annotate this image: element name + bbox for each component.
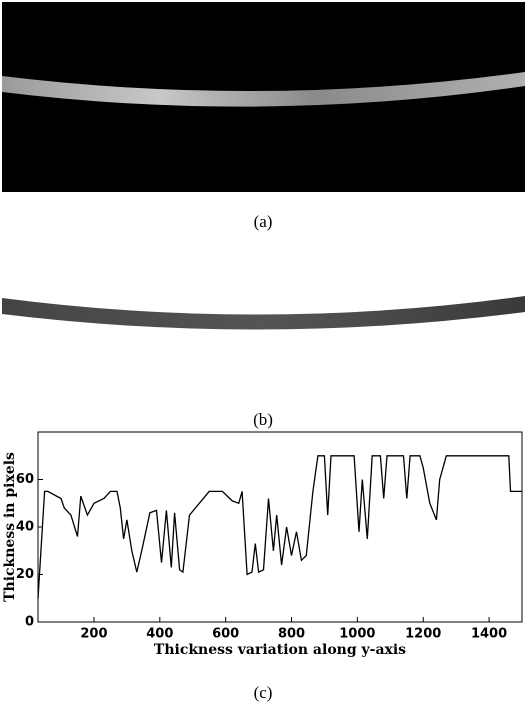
x-tick-label: 600	[212, 627, 239, 642]
x-tick-label: 1200	[405, 627, 441, 642]
panel-label: (b)	[253, 410, 273, 429]
y-axis-label: Thickness in pixels	[2, 452, 18, 602]
x-tick-label: 400	[146, 627, 173, 642]
data-line	[37, 455, 522, 599]
y-tick-label: 20	[16, 567, 34, 582]
x-tick-label: 1000	[339, 627, 375, 642]
x-tick-label: 800	[278, 627, 305, 642]
plot-frame	[37, 431, 523, 623]
panel-label: (c)	[254, 683, 273, 702]
y-tick-label: 0	[25, 615, 34, 630]
image-b-band	[2, 296, 525, 330]
x-axis-label: Thickness variation along y-axis	[154, 642, 406, 658]
y-tick-label: 60	[16, 472, 34, 487]
x-tick-label: 1400	[471, 627, 507, 642]
panel-label: (a)	[254, 212, 273, 231]
y-tick-label: 40	[16, 520, 34, 535]
chart: 200 400 600 800 1000 1200 14000204060Thickness…	[2, 431, 523, 658]
image-a-band	[2, 72, 525, 107]
x-tick-label: 200	[80, 627, 107, 642]
